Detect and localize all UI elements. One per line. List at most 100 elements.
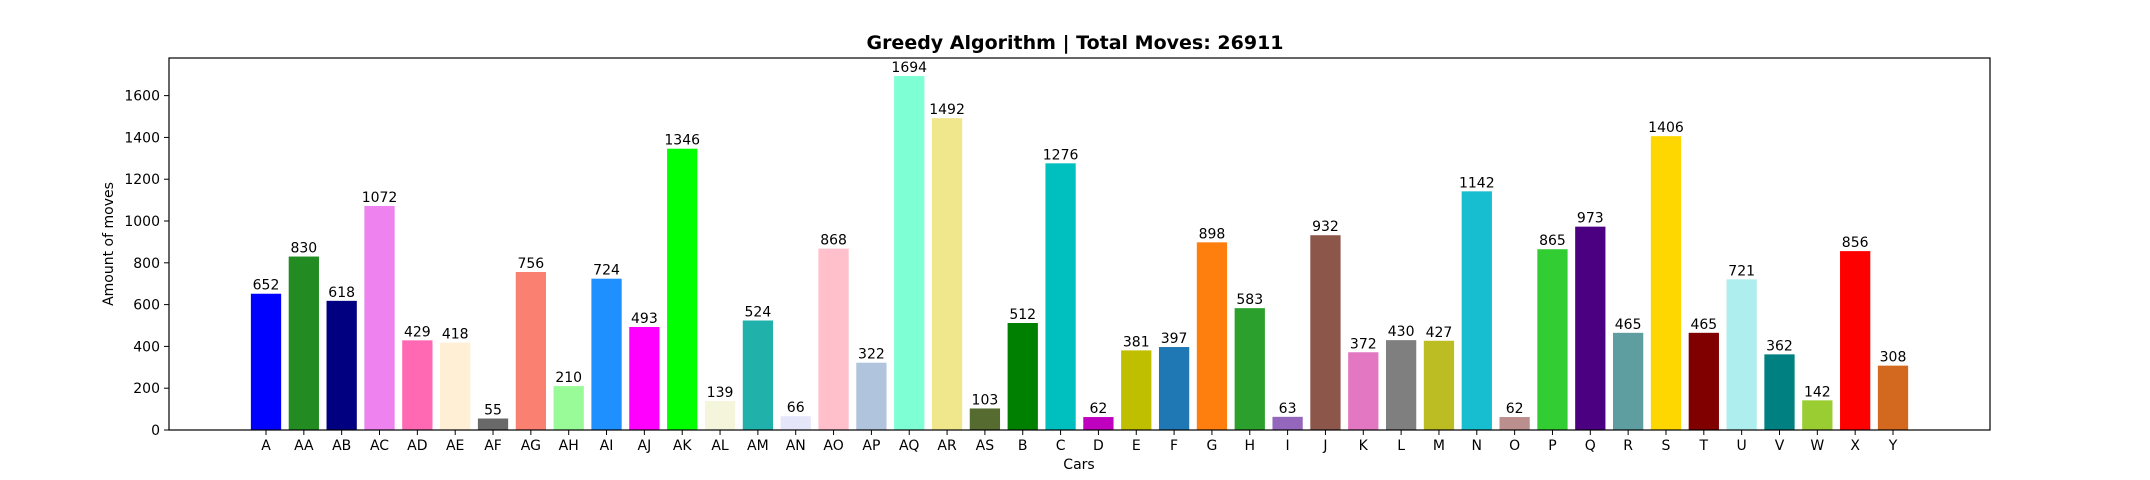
bar-e xyxy=(1121,350,1152,430)
data-label-q: 973 xyxy=(1577,211,1604,227)
bar-n xyxy=(1461,191,1492,430)
x-tick-label-s: S xyxy=(1662,438,1671,454)
data-label-ae: 418 xyxy=(442,327,469,343)
data-label-ar: 1492 xyxy=(929,102,965,118)
bar-al xyxy=(704,400,736,430)
bar-ao xyxy=(818,248,849,430)
data-label-ab: 618 xyxy=(328,285,355,301)
y-axis-title: Amount of moves xyxy=(101,182,117,306)
bar-s xyxy=(1650,136,1682,430)
data-label-ai: 724 xyxy=(593,263,620,279)
bar-g xyxy=(1196,242,1228,430)
data-label-t: 465 xyxy=(1690,317,1717,333)
data-label-u: 721 xyxy=(1728,263,1755,279)
bar-an xyxy=(780,416,811,430)
x-tick-label-ab: AB xyxy=(332,438,351,454)
bar-m xyxy=(1423,340,1455,430)
plot-frame xyxy=(168,57,1991,431)
data-label-i: 63 xyxy=(1279,401,1297,417)
data-label-m: 427 xyxy=(1426,325,1453,341)
data-label-g: 898 xyxy=(1199,226,1226,242)
data-label-am: 524 xyxy=(745,304,772,320)
bar-f xyxy=(1158,347,1190,430)
bar-x xyxy=(1840,251,1871,430)
data-label-af: 55 xyxy=(484,403,502,419)
bar-b xyxy=(1007,323,1038,430)
x-axis-title: Cars xyxy=(1063,457,1094,473)
bar-d xyxy=(1083,417,1114,430)
x-tick-label-ap: AP xyxy=(862,438,880,454)
data-label-ag: 756 xyxy=(517,256,544,272)
data-label-f: 397 xyxy=(1161,331,1188,347)
x-tick-label-ah: AH xyxy=(559,438,579,454)
y-tick-label-0: 0 xyxy=(151,423,160,439)
x-tick-label-t: T xyxy=(1699,438,1709,454)
bar-p xyxy=(1537,249,1568,430)
data-label-ak: 1346 xyxy=(664,133,700,149)
x-tick-label-a: A xyxy=(261,438,271,454)
bar-k xyxy=(1348,352,1379,430)
data-labels-group: 652 830 618 1072 429 418 55 756 210 724 493 1346 139… xyxy=(253,60,1907,419)
data-label-b: 512 xyxy=(1009,307,1036,323)
data-label-ad: 429 xyxy=(404,324,431,340)
y-tick-label-800: 800 xyxy=(133,256,160,272)
x-tick-label-l: L xyxy=(1397,438,1405,454)
data-label-l: 430 xyxy=(1388,324,1415,340)
x-tick-label-v: V xyxy=(1775,438,1785,454)
x-tick-label-q: Q xyxy=(1585,438,1596,454)
data-label-o: 62 xyxy=(1506,401,1524,417)
chart-title: Greedy Algorithm | Total Moves: 26911 xyxy=(866,32,1283,54)
y-tick-label-600: 600 xyxy=(133,298,160,314)
x-tick-label-m: M xyxy=(1433,438,1445,454)
bar-ag xyxy=(515,272,546,430)
data-label-s: 1406 xyxy=(1648,120,1684,136)
data-label-k: 372 xyxy=(1350,336,1377,352)
x-tick-label-h: H xyxy=(1245,438,1256,454)
bar-as xyxy=(969,408,1001,430)
bars-group xyxy=(250,75,1909,430)
data-label-e: 381 xyxy=(1123,334,1150,350)
x-tick-label-ad: AD xyxy=(407,438,427,454)
bar-o xyxy=(1499,417,1530,430)
bar-y xyxy=(1877,365,1909,430)
x-tick-label-ac: AC xyxy=(370,438,389,454)
y-tick-label-200: 200 xyxy=(133,381,160,397)
x-tick-label-c: C xyxy=(1056,438,1066,454)
bar-am xyxy=(742,320,774,430)
data-label-w: 142 xyxy=(1804,384,1831,400)
bar-v xyxy=(1764,354,1795,430)
x-tick-label-r: R xyxy=(1623,438,1633,454)
bar-a xyxy=(250,293,282,430)
bar-ac xyxy=(364,205,395,430)
bar-ad xyxy=(402,340,433,430)
bar-ak xyxy=(667,148,698,430)
y-tick-label-1600: 1600 xyxy=(124,89,160,105)
x-tick-label-as: AS xyxy=(976,438,995,454)
data-label-j: 932 xyxy=(1312,219,1339,235)
data-label-y: 308 xyxy=(1880,350,1907,366)
data-label-h: 583 xyxy=(1236,292,1263,308)
data-label-n: 1142 xyxy=(1459,175,1495,191)
x-tick-label-g: G xyxy=(1207,438,1218,454)
y-tick-label-400: 400 xyxy=(133,339,160,355)
x-tick-label-i: I xyxy=(1286,438,1290,454)
x-tick-label-ae: AE xyxy=(446,438,464,454)
x-tick-label-b: B xyxy=(1018,438,1028,454)
x-tick-label-e: E xyxy=(1132,438,1141,454)
x-tick-label-p: P xyxy=(1548,438,1556,454)
data-label-v: 362 xyxy=(1766,338,1793,354)
data-label-ao: 868 xyxy=(820,233,847,249)
x-tick-label-x: X xyxy=(1850,438,1860,454)
bar-u xyxy=(1726,279,1757,430)
data-label-d: 62 xyxy=(1090,401,1108,417)
data-label-aa: 830 xyxy=(290,241,317,257)
bar-h xyxy=(1234,308,1265,430)
x-tick-label-ak: AK xyxy=(673,438,693,454)
x-axis: A AA AB AC AD AE AF AG AH AI AJ AK AL AM AN AO AP AQ AR AS B… xyxy=(261,430,1898,454)
data-label-aq: 1694 xyxy=(891,60,927,76)
x-tick-label-k: K xyxy=(1359,438,1369,454)
data-label-p: 865 xyxy=(1539,233,1566,249)
y-tick-label-1400: 1400 xyxy=(124,130,160,146)
x-tick-label-f: F xyxy=(1170,438,1178,454)
